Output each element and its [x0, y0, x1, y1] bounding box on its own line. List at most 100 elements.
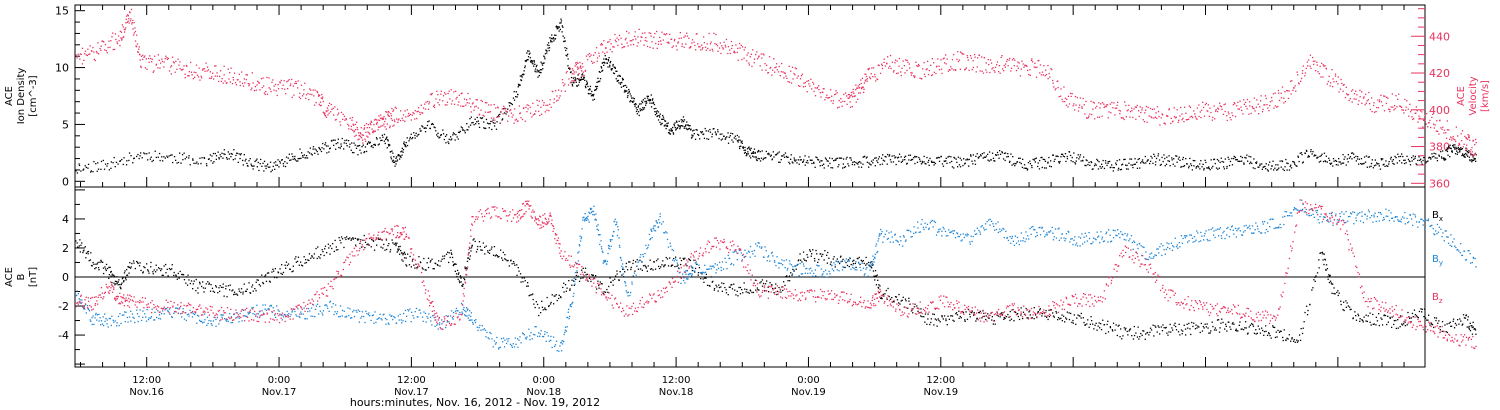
density-series-point — [1388, 163, 1390, 165]
velocity-series-point — [497, 107, 499, 109]
velocity-series-point — [787, 81, 789, 83]
velocity-series-point — [623, 46, 626, 48]
velocity-series-point — [517, 120, 519, 122]
bx-series-point — [220, 286, 223, 288]
velocity-series-point — [946, 58, 948, 60]
density-series-point — [257, 161, 259, 164]
velocity-series-point — [1181, 113, 1183, 115]
velocity-series-point — [1342, 90, 1344, 92]
density-series-point — [798, 163, 800, 165]
velocity-series-point — [295, 80, 297, 83]
velocity-series-point — [243, 78, 245, 80]
density-series-point — [213, 161, 215, 163]
velocity-series-point — [627, 45, 629, 47]
velocity-series-point — [547, 104, 549, 106]
velocity-series-point — [641, 32, 644, 34]
density-series-point — [1136, 167, 1139, 169]
density-series-point — [1453, 146, 1455, 149]
velocity-series-point — [396, 118, 398, 120]
velocity-series-point — [199, 79, 201, 81]
velocity-series-point — [1031, 58, 1033, 60]
bx-series-point — [470, 247, 473, 249]
density-series-point — [721, 133, 723, 135]
density-series-point — [87, 167, 89, 169]
density-series-point — [690, 128, 692, 130]
velocity-series-point — [773, 58, 775, 60]
density-series-point — [742, 146, 744, 148]
bx-series-point — [921, 316, 923, 318]
density-series-point — [547, 47, 549, 49]
density-series-point — [849, 157, 851, 159]
velocity-series-point — [1094, 107, 1097, 109]
density-series-point — [270, 171, 272, 173]
bx-series-point — [266, 272, 269, 274]
density-series-point — [1436, 160, 1439, 162]
bx-series-point — [988, 317, 990, 319]
bx-series-point — [1009, 310, 1011, 313]
velocity-series-point — [1068, 103, 1071, 105]
velocity-series-point — [832, 102, 834, 105]
density-series-point — [379, 137, 381, 139]
velocity-series-point — [1073, 103, 1075, 105]
density-series-point — [999, 153, 1002, 155]
velocity-series-point — [1467, 138, 1469, 140]
density-series-point — [121, 158, 123, 161]
bx-series-point — [757, 289, 759, 291]
velocity-series-point — [170, 66, 172, 68]
density-series-point — [1066, 155, 1068, 158]
bx-series-point — [609, 277, 611, 279]
velocity-series-point — [458, 101, 460, 103]
density-series-point — [1349, 156, 1352, 158]
density-series-point — [320, 150, 323, 153]
bx-series-point — [1031, 317, 1033, 319]
velocity-series-point — [1430, 126, 1432, 129]
density-series-point — [434, 127, 436, 129]
density-series-point — [1364, 161, 1367, 163]
density-series-point — [1050, 166, 1052, 168]
bx-series-point — [1100, 323, 1102, 325]
density-series-point — [1339, 161, 1341, 163]
density-series-point — [888, 154, 891, 156]
density-series-point — [689, 125, 691, 127]
velocity-series-point — [502, 113, 504, 115]
density-series-point — [1151, 157, 1153, 159]
bx-series-point — [243, 283, 245, 285]
bx-series-point — [357, 239, 359, 241]
density-series-point — [1384, 165, 1386, 167]
density-series-point — [192, 159, 194, 161]
bx-series-point — [282, 271, 285, 274]
density-series-point — [1008, 161, 1011, 163]
bx-series-point — [942, 318, 944, 320]
velocity-series-point — [1023, 66, 1025, 68]
density-series-point — [543, 56, 546, 58]
bx-series-point — [1215, 329, 1217, 331]
velocity-series-point — [784, 72, 786, 74]
velocity-series-point — [436, 90, 438, 92]
velocity-series-point — [1250, 112, 1252, 115]
velocity-series-point — [322, 100, 324, 103]
bx-series-point — [197, 292, 199, 294]
bx-series-point — [311, 256, 313, 258]
velocity-series-point — [571, 68, 574, 70]
bx-series-point — [862, 260, 864, 262]
velocity-series-point — [1138, 115, 1140, 117]
bx-series-point — [881, 297, 883, 300]
velocity-series-point — [418, 107, 420, 109]
bx-series-point — [700, 278, 702, 280]
density-series-point — [520, 75, 523, 77]
velocity-series-point — [794, 74, 796, 76]
density-series-point — [691, 134, 693, 136]
density-series-point — [1167, 160, 1169, 162]
density-series-point — [1085, 159, 1087, 161]
velocity-series-point — [501, 108, 503, 110]
density-series-point — [988, 151, 991, 153]
density-series-point — [1353, 156, 1355, 159]
density-series-point — [624, 91, 626, 93]
density-series-point — [150, 156, 152, 158]
density-tick-label: 10 — [55, 62, 69, 75]
velocity-series-point — [345, 118, 347, 120]
velocity-series-point — [1125, 104, 1127, 107]
density-series-point — [1057, 155, 1059, 158]
density-series-point — [735, 138, 737, 140]
bx-series-point — [202, 281, 204, 283]
